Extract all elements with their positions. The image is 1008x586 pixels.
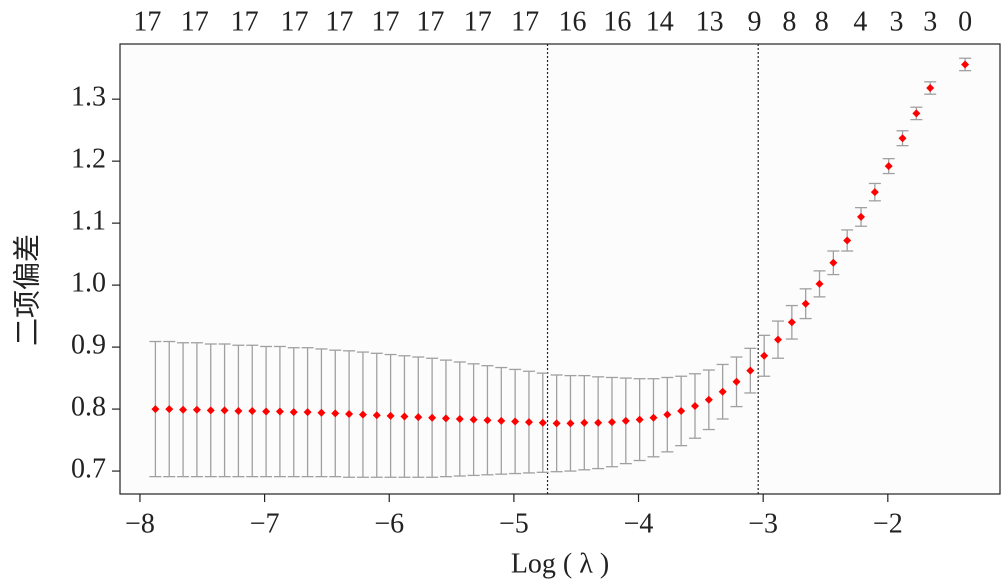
x-tick-label: −4 [624, 508, 654, 539]
y-tick-label: 1.0 [71, 268, 106, 299]
top-axis-label: 14 [646, 6, 674, 37]
point [234, 406, 243, 415]
point [870, 188, 879, 197]
top-axis-label: 16 [603, 6, 631, 37]
point [760, 351, 769, 360]
point [704, 395, 713, 404]
point [552, 419, 561, 428]
top-axis-label: 8 [782, 6, 796, 37]
top-axis-label: 8 [815, 6, 829, 37]
point [829, 258, 838, 267]
y-tick-label: 1.2 [71, 144, 106, 175]
point [857, 212, 866, 221]
point [746, 366, 755, 375]
point [220, 406, 229, 415]
point [801, 299, 810, 308]
point [607, 418, 616, 427]
x-axis-title: Log ( λ ) [511, 548, 609, 579]
top-axis-label: 0 [958, 6, 972, 37]
top-axis-label: 17 [416, 6, 444, 37]
point [663, 410, 672, 419]
point [469, 415, 478, 424]
point [732, 377, 741, 386]
point [774, 335, 783, 344]
top-axis-label: 17 [511, 6, 539, 37]
point [400, 412, 409, 421]
x-tick-label: −8 [125, 508, 155, 539]
point [372, 411, 381, 420]
x-tick-label: −6 [374, 508, 404, 539]
point [441, 414, 450, 423]
top-axis-label: 17 [325, 6, 353, 37]
y-axis-title: 二项偏差 [11, 234, 43, 346]
point [594, 418, 603, 427]
point [497, 416, 506, 425]
point [884, 162, 893, 171]
point [787, 318, 796, 327]
point [455, 415, 464, 423]
point [386, 411, 395, 420]
y-tick-label: 0.9 [71, 330, 106, 361]
point [690, 401, 699, 410]
point [538, 418, 547, 427]
y-tick-label: 0.7 [71, 453, 106, 484]
top-axis-label: 4 [853, 6, 867, 37]
point [358, 410, 367, 419]
y-tick-label: 1.1 [71, 206, 106, 237]
top-axis-label: 17 [133, 6, 161, 37]
point [192, 405, 201, 414]
top-axis-label: 16 [558, 6, 586, 37]
y-tick-label: 0.8 [71, 392, 106, 423]
point [815, 279, 824, 288]
top-axis-label: 3 [923, 6, 937, 37]
top-axis-label: 17 [281, 6, 309, 37]
point [621, 416, 630, 425]
point [275, 407, 284, 416]
point [262, 407, 271, 416]
point [179, 405, 188, 414]
point [483, 416, 492, 425]
point [206, 406, 215, 415]
point [317, 408, 326, 417]
point [345, 410, 354, 419]
point [165, 405, 174, 414]
x-tick-label: −7 [250, 508, 280, 539]
point [677, 406, 686, 415]
top-axis-label: 17 [371, 6, 399, 37]
point [718, 387, 727, 396]
point [843, 236, 852, 245]
point [524, 418, 533, 427]
point [331, 409, 340, 418]
point [926, 84, 935, 93]
point [151, 405, 160, 414]
point [289, 408, 298, 417]
point [961, 60, 970, 69]
top-axis-label: 3 [890, 6, 904, 37]
point [898, 134, 907, 143]
point [566, 419, 575, 428]
x-tick-label: −5 [499, 508, 529, 539]
top-axis-label: 9 [747, 6, 761, 37]
point [511, 417, 520, 426]
point [248, 406, 257, 415]
point [414, 413, 423, 422]
top-axis-label: 17 [181, 6, 209, 37]
top-axis-label: 17 [231, 6, 259, 37]
point [428, 413, 437, 422]
top-axis-label: 13 [696, 6, 724, 37]
point [635, 415, 644, 424]
point [580, 418, 589, 427]
point [303, 408, 312, 417]
point [649, 413, 658, 422]
y-tick-label: 1.3 [71, 82, 106, 113]
top-axis-label: 17 [464, 6, 492, 37]
point [912, 109, 921, 118]
x-tick-label: −3 [748, 508, 778, 539]
x-tick-label: −2 [873, 508, 903, 539]
